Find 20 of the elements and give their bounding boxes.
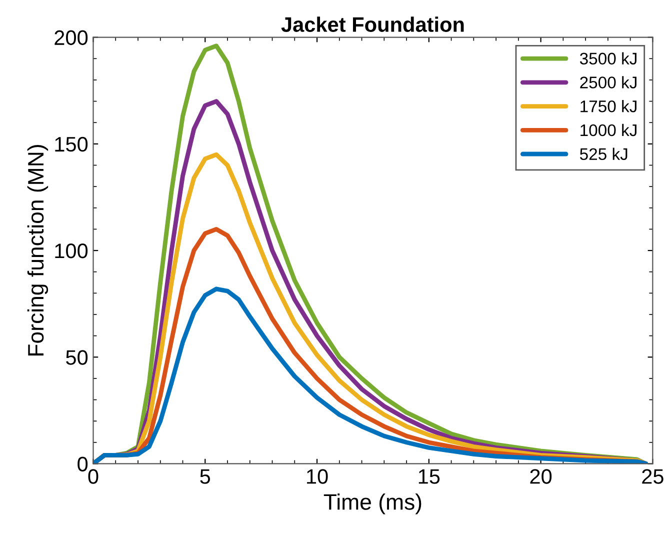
y-tick-label: 0 — [78, 456, 88, 472]
legend-label: 2500 kJ — [580, 76, 636, 88]
y-tick-label: 50 — [66, 350, 88, 365]
y-tick-label: 100 — [55, 244, 88, 258]
y-axis-title: Forcing function (MN) — [27, 145, 48, 356]
x-tick-label: 20 — [530, 469, 552, 484]
y-tick-label: 200 — [54, 30, 88, 46]
legend-label: 3500 kJ — [580, 52, 636, 65]
x-tick-label: 5 — [200, 469, 210, 484]
legend-label: 1000 kJ — [580, 124, 636, 136]
y-tick-label: 150 — [55, 136, 88, 152]
x-tick-label: 10 — [307, 469, 328, 484]
x-tick-label: 0 — [88, 469, 98, 484]
x-axis-title: Time (ms) — [324, 494, 422, 514]
legend-label: 525 kJ — [580, 148, 628, 160]
chart-title: Jacket Foundation — [281, 16, 464, 32]
legend-label: 1750 kJ — [580, 100, 636, 112]
line-series — [93, 286, 648, 464]
x-tick-label: 15 — [418, 469, 440, 484]
x-tick-label: 25 — [642, 469, 664, 484]
